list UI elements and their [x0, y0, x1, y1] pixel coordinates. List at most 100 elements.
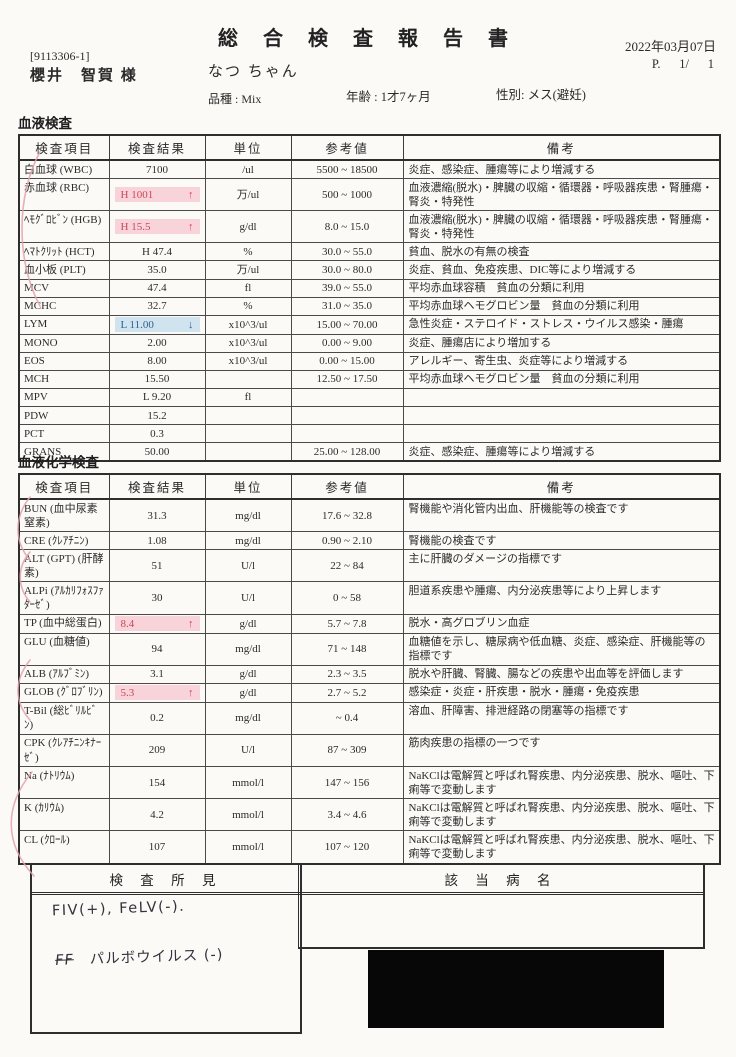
reference-range-cell: 30.0 ~ 55.0	[290, 242, 404, 262]
test-result-cell: 35.0	[108, 260, 206, 280]
report-date: 2022年03月07日	[624, 39, 716, 54]
table-row: 血小板 (PLT) 35.0 万/ul 30.0 ~ 80.0 炎症、貧血、免疫疾患、D…	[18, 260, 721, 280]
page-number: P. 1/ 1	[651, 57, 714, 71]
unit-cell: 万/ul	[204, 178, 292, 212]
test-item-cell: TP (血中総蛋白)	[18, 613, 110, 634]
table-row: CL (ｸﾛｰﾙ) 107 mmol/l 107 ~ 120 NaKClは電解質と呼ばれ…	[18, 830, 721, 865]
table-row: GRANS 50.00 25.00 ~ 128.00 炎症、感染症、腫瘍等により増減す…	[18, 442, 721, 462]
table-row: BUN (血中尿素窒素) 31.3 mg/dl 17.6 ~ 32.8 腎機能や消化管内…	[18, 498, 721, 533]
table-row: MONO 2.00 x10^3/ul 0.00 ~ 9.00 炎症、腫瘍店により増加する	[18, 333, 721, 353]
reference-range-cell	[290, 387, 404, 408]
table-row: ﾍﾏﾄｸﾘｯﾄ (HCT) H 47.4% 30.0 ~ 55.0 貧血、脱水の有無の…	[18, 242, 721, 262]
test-item-cell: MONO	[18, 333, 110, 353]
remark-cell: 腎機能や消化管内出血、肝機能等の検査です	[402, 498, 721, 533]
high-flag-highlight: 5.3 ↑	[114, 685, 200, 701]
pet-breed: 品種 : Mix	[208, 92, 262, 106]
redaction-black-box	[368, 950, 664, 1028]
reference-range-cell: 2.3 ~ 3.5	[290, 664, 404, 684]
high-flag-highlight: H 15.5 ↑	[114, 219, 200, 235]
remark-cell: 血液濃縮(脱水)・脾臓の収縮・循環器・呼吸器疾患・腎腫瘍・腎炎・特発性	[402, 210, 721, 244]
test-result-cell: H 47.4	[108, 242, 206, 262]
unit-cell: 万/ul	[204, 260, 292, 280]
test-item-cell: ALPi (ｱﾙｶﾘﾌｫｽﾌｧﾀｰｾﾞ)	[18, 581, 110, 615]
handwritten-strikeout: FF	[54, 952, 75, 969]
reference-range-cell: 0 ~ 58	[290, 581, 404, 615]
remark-cell: 平均赤血球ヘモグロビン量 貧血の分類に利用	[402, 369, 721, 389]
test-result-cell: 32.7	[108, 296, 206, 316]
unit-cell: mg/dl	[204, 701, 292, 735]
reference-range-cell: ~ 0.4	[290, 701, 404, 735]
table-row: MCHC 32.7% 31.0 ~ 35.0 平均赤血球ヘモグロビン量 貧血の分類に利…	[18, 296, 721, 316]
column-header-remark: 備考	[402, 473, 721, 500]
test-result-cell: 31.3	[108, 498, 206, 533]
table-row: 赤血球 (RBC) H 1001 ↑ 万/ul 500 ~ 1000 血液濃縮(脱水)・脾…	[18, 178, 721, 212]
reference-range-cell: 107 ~ 120	[290, 830, 404, 865]
reference-range-cell: 22 ~ 84	[290, 549, 404, 583]
test-result-cell: L 9.20	[108, 387, 206, 408]
table-row: ALB (ｱﾙﾌﾞﾐﾝ) 3.1 g/dl 2.3 ~ 3.5 脱水や肝臓、腎臓、腸など…	[18, 664, 721, 684]
reference-range-cell: 500 ~ 1000	[290, 178, 404, 212]
down-arrow-icon: ↓	[188, 318, 194, 331]
up-arrow-icon: ↑	[188, 188, 194, 201]
table-row: EOS 8.00 x10^3/ul 0.00 ~ 15.00 アレルギー、寄生虫、炎症等…	[18, 351, 721, 371]
high-flag-highlight: H 1001 ↑	[114, 187, 200, 203]
unit-cell: g/dl	[204, 210, 292, 244]
test-result-cell: 0.2	[108, 701, 206, 735]
report-title: 総 合 検 査 報 告 書	[218, 28, 518, 50]
unit-cell: g/dl	[204, 664, 292, 684]
reference-range-cell: 5.7 ~ 7.8	[290, 613, 404, 634]
test-result-cell: H 1001 ↑	[108, 178, 206, 212]
table-row: LYM L 11.00 ↓ x10^3/ul 15.00 ~ 70.00 急性炎症・ステロ…	[18, 314, 721, 335]
section-title-blood: 血液検査	[18, 116, 72, 131]
unit-cell: mg/dl	[204, 632, 292, 666]
remark-cell: 炎症、貧血、免疫疾患、DIC等により増減する	[402, 260, 721, 280]
reference-range-cell: 87 ~ 309	[290, 733, 404, 768]
test-result-cell: 47.4	[108, 278, 206, 298]
table-row: TP (血中総蛋白) 8.4 ↑ g/dl 5.7 ~ 7.8 脱水・高グロブリン血症	[18, 613, 721, 634]
test-item-cell: MCV	[18, 278, 110, 298]
remark-cell: 急性炎症・ステロイド・ストレス・ウイルス感染・腫瘍	[402, 314, 721, 335]
test-result-cell: 4.2	[108, 798, 206, 832]
table-row: Na (ﾅﾄﾘｳﾑ) 154 mmol/l 147 ~ 156 NaKClは電解質と呼ば…	[18, 766, 721, 800]
low-flag-highlight: L 11.00 ↓	[114, 317, 200, 333]
remark-cell: NaKClは電解質と呼ばれ腎疾患、内分泌疾患、脱水、嘔吐、下痢等で変動します	[402, 798, 721, 832]
unit-cell	[204, 406, 292, 426]
remark-cell: 炎症、感染症、腫瘍等により増減する	[402, 159, 721, 180]
test-result-cell: 154	[108, 766, 206, 800]
reference-range-cell: 0.90 ~ 2.10	[290, 531, 404, 551]
test-item-cell: BUN (血中尿素窒素)	[18, 498, 110, 533]
test-result-cell: 2.00	[108, 333, 206, 353]
remark-cell	[402, 406, 721, 426]
test-result-cell: 7100	[108, 159, 206, 180]
column-header-result: 検査結果	[108, 473, 206, 500]
reference-range-cell: 71 ~ 148	[290, 632, 404, 666]
unit-cell: mg/dl	[204, 531, 292, 551]
column-header-item: 検査項目	[18, 134, 110, 161]
test-item-cell: 赤血球 (RBC)	[18, 178, 110, 212]
test-result-cell: 94	[108, 632, 206, 666]
test-result-cell: 50.00	[108, 442, 206, 462]
unit-cell: g/dl	[204, 613, 292, 634]
column-header-item: 検査項目	[18, 473, 110, 500]
remark-cell: 炎症、感染症、腫瘍等により増減する	[402, 442, 721, 462]
handwritten-findings-text: パルボウイルス (-)	[89, 947, 224, 968]
unit-cell: fl	[204, 387, 292, 408]
unit-cell: mmol/l	[204, 830, 292, 865]
table-row: T-Bil (総ﾋﾞﾘﾙﾋﾞﾝ) 0.2 mg/dl ~ 0.4 溶血、肝障害、排泄経路…	[18, 701, 721, 735]
table-header-row: 検査項目 検査結果 単位 参考値 備考	[18, 134, 721, 161]
table-row: K (ｶﾘｳﾑ) 4.2 mmol/l 3.4 ~ 4.6 NaKClは電解質と呼ばれ腎…	[18, 798, 721, 832]
table-row: ALT (GPT) (肝酵素) 51 U/l 22 ~ 84 主に肝臓のダメージの指標で…	[18, 549, 721, 583]
test-result-cell: 51	[108, 549, 206, 583]
test-item-cell: GLOB (ｸﾞﾛﾌﾞﾘﾝ)	[18, 682, 110, 703]
test-result-cell: 5.3 ↑	[108, 682, 206, 703]
column-header-unit: 単位	[204, 473, 292, 500]
reference-range-cell: 12.50 ~ 17.50	[290, 369, 404, 389]
table-header-row: 検査項目 検査結果 単位 参考値 備考	[18, 473, 721, 500]
test-item-cell: MCH	[18, 369, 110, 389]
client-id: [9113306-1]	[30, 49, 90, 63]
test-item-cell: EOS	[18, 351, 110, 371]
up-arrow-icon: ↑	[188, 617, 194, 630]
reference-range-cell: 2.7 ~ 5.2	[290, 682, 404, 703]
pet-sex: 性別: メス(避妊)	[496, 88, 586, 102]
